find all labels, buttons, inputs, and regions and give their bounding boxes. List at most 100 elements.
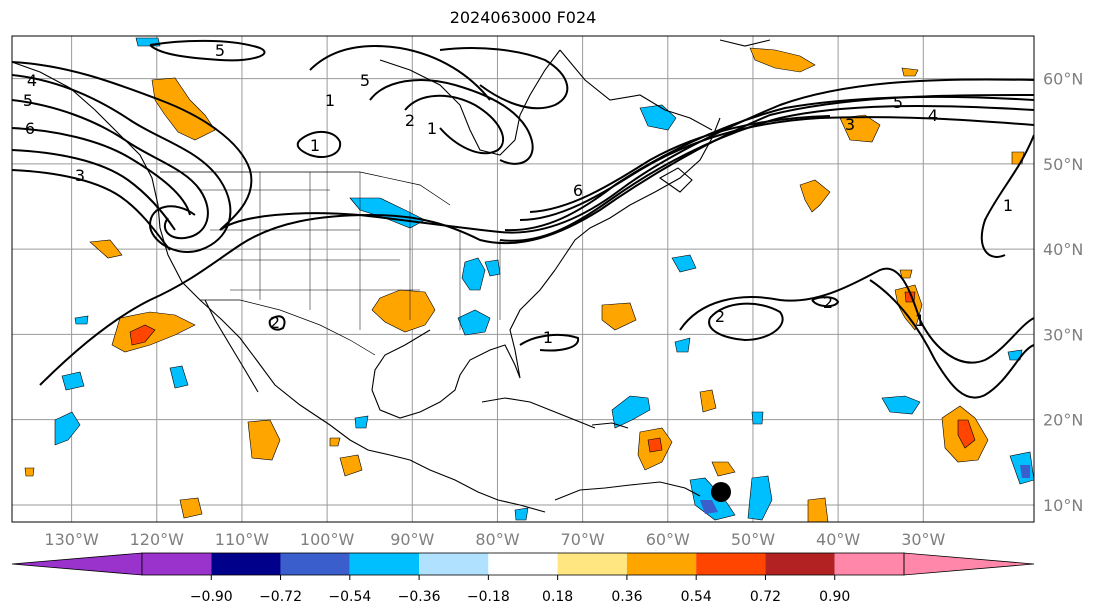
longitude-label: 30°W	[901, 530, 945, 549]
latitude-label: 60°N	[1043, 70, 1083, 89]
colorbar	[11, 552, 1035, 576]
contour-line	[499, 105, 1034, 242]
colorbar-tick-label: −0.90	[190, 589, 233, 605]
longitude-label: 100°W	[300, 530, 355, 549]
contour-line	[811, 296, 840, 308]
colorbar-tick-label: 0.90	[819, 589, 850, 605]
longitude-labels: 130°W 120°W 110°W 100°W 90°W 80°W 70°W 60°W 50°W…	[44, 530, 945, 549]
contour-label: 2	[715, 307, 725, 326]
contour-line	[39, 94, 1034, 386]
map-frame	[11, 35, 1035, 523]
colorbar-tick-label: 0.72	[750, 589, 781, 605]
south-america-north	[554, 481, 701, 501]
anomaly-patch	[747, 475, 773, 521]
contour-label: 1	[543, 328, 553, 347]
us-mexico-border	[200, 299, 376, 356]
anomaly-patch	[24, 467, 35, 477]
contour-label: 6	[573, 181, 583, 200]
anomaly-patch	[329, 437, 341, 447]
contour-line	[12, 99, 209, 240]
contour-label: 2	[270, 313, 280, 332]
anomaly-patch	[674, 337, 691, 353]
colorbar-segment	[142, 553, 212, 575]
latitude-label: 30°N	[1043, 325, 1083, 344]
colorbar-segment	[211, 553, 281, 575]
latitude-label: 50°N	[1043, 155, 1083, 174]
contour-label: 4	[27, 71, 37, 90]
contour-line	[12, 61, 1034, 234]
anomaly-patch	[711, 461, 736, 477]
anomaly-patch	[899, 269, 913, 279]
anomaly-patch	[461, 257, 486, 291]
longitude-label: 130°W	[44, 530, 99, 549]
anomaly-patch	[881, 395, 921, 415]
longitude-label: 60°W	[646, 530, 690, 549]
contour-label: 2	[405, 111, 415, 130]
longitude-label: 40°W	[816, 530, 860, 549]
anomaly-rim	[1020, 465, 1030, 478]
colorbar-tick-label: −0.36	[398, 589, 441, 605]
baja-california	[204, 299, 259, 393]
map-title: 2024063000 F024	[449, 8, 597, 27]
colorbar-segment	[626, 553, 697, 575]
latitude-label: 40°N	[1043, 240, 1083, 259]
anomaly-patch	[74, 315, 89, 325]
anomaly-core	[129, 324, 156, 346]
contour-line	[296, 131, 342, 158]
contour-label: 1	[310, 136, 320, 155]
anomaly-patch	[457, 309, 491, 336]
contour-line	[149, 39, 266, 62]
contour-line	[504, 95, 1034, 232]
anomaly-patch	[169, 365, 189, 389]
anomaly-patch	[689, 477, 736, 521]
contour-label: 1	[325, 91, 335, 110]
latitude-labels: 60°N 50°N 40°N 30°N 20°N 10°N	[1043, 70, 1083, 515]
contour-label: 5	[215, 41, 225, 60]
contour-line	[679, 267, 1034, 364]
storm-center-marker	[711, 482, 731, 502]
anomaly-patch	[371, 289, 436, 333]
anomaly-patch	[799, 179, 831, 213]
contour-line	[980, 134, 1034, 258]
contour-label: 3	[75, 166, 85, 185]
anomaly-patch	[601, 302, 637, 331]
anomaly-patch	[54, 411, 81, 446]
cuba	[481, 397, 596, 429]
anomaly-core	[647, 437, 663, 453]
colorbar-tick-label: 0.36	[611, 589, 642, 605]
anomaly-patch	[179, 497, 203, 519]
contour-label: 5	[893, 93, 903, 112]
hispaniola	[591, 422, 629, 429]
gulf-coast	[371, 269, 556, 419]
anomaly-patch	[89, 239, 123, 259]
contour-line	[309, 45, 491, 101]
contour-label: 1	[915, 311, 925, 330]
anomaly-patch	[61, 371, 85, 391]
colorbar-tick-labels: −0.90 −0.72 −0.54 −0.36 −0.18 0.18 0.36 0.54 0.7…	[190, 575, 850, 605]
anomaly-patch	[749, 47, 816, 73]
contour-line	[519, 116, 1034, 221]
longitude-label: 50°W	[731, 530, 775, 549]
longitude-label: 90°W	[390, 530, 434, 549]
contour-line	[12, 169, 171, 251]
colorbar-segment	[834, 553, 904, 575]
colorbar-extend-high	[903, 552, 1035, 576]
contour-label: 4	[928, 106, 938, 125]
contour-label: 2	[823, 293, 833, 312]
contour-label: 6	[25, 119, 35, 138]
contour-label: 5	[360, 71, 370, 90]
longitude-label: 70°W	[561, 530, 605, 549]
contour-label: 5	[23, 91, 33, 110]
newfoundland	[658, 167, 693, 193]
anomaly-patch	[807, 497, 829, 522]
colorbar-segment	[419, 553, 489, 575]
anomaly-patch	[839, 114, 881, 143]
colorbar-segment	[557, 553, 627, 575]
longitude-label: 80°W	[475, 530, 519, 549]
colorbar-tick-label: 0.54	[681, 589, 712, 605]
colorbar-segment	[280, 553, 350, 575]
contour-line	[268, 315, 286, 331]
contour-lines	[12, 39, 1034, 399]
